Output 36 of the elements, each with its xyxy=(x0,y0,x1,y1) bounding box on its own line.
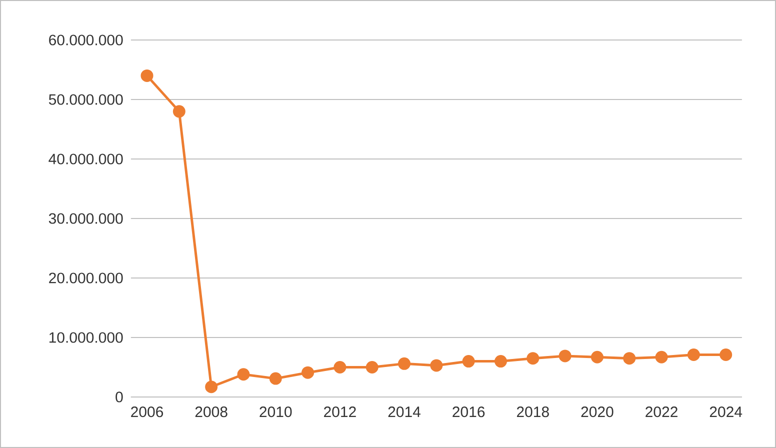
point xyxy=(720,348,732,362)
point xyxy=(494,355,507,368)
x-tick-label: 2008 xyxy=(195,406,228,418)
x-tick-label: 2016 xyxy=(452,406,485,418)
point xyxy=(687,348,700,362)
point xyxy=(623,352,636,365)
point xyxy=(558,350,572,362)
point xyxy=(430,359,443,372)
x-tick-label: 2022 xyxy=(646,406,678,418)
y-tick-label: 60.000.000 xyxy=(49,34,123,46)
y-tick-label: 40.000.000 xyxy=(48,154,123,164)
point xyxy=(655,350,668,364)
point xyxy=(205,380,218,394)
x-tick-label: 2012 xyxy=(324,406,356,418)
point xyxy=(302,366,314,379)
y-tick-label: 0 xyxy=(116,392,123,402)
y-tick-label: 50.000.000 xyxy=(48,94,123,105)
point xyxy=(366,361,378,374)
y-tick-label: 10.000.000 xyxy=(49,332,123,343)
x-tick-label: 2024 xyxy=(710,406,742,418)
y-tick-label: 30.000.000 xyxy=(48,213,123,224)
x-tick-label: 2010 xyxy=(260,406,292,418)
y-tick-label: 20.000.000 xyxy=(49,272,123,284)
point xyxy=(237,368,250,381)
point xyxy=(269,372,282,385)
point xyxy=(462,355,475,368)
point xyxy=(398,357,411,370)
x-tick-label: 2020 xyxy=(581,406,614,418)
x-tick-label: 2006 xyxy=(131,406,164,418)
point xyxy=(526,352,540,365)
x-tick-label: 2018 xyxy=(516,406,549,418)
point xyxy=(590,350,604,364)
point xyxy=(334,361,346,374)
x-tick-label: 2014 xyxy=(388,406,421,418)
point xyxy=(140,69,154,82)
point xyxy=(172,105,186,118)
